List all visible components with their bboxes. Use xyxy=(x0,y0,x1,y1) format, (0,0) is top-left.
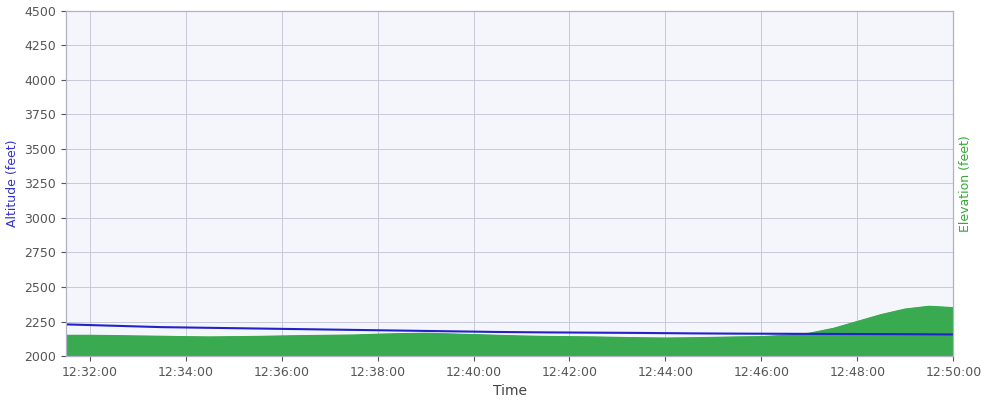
X-axis label: Time: Time xyxy=(492,385,526,398)
Y-axis label: Altitude (feet): Altitude (feet) xyxy=(6,140,19,227)
Y-axis label: Elevation (feet): Elevation (feet) xyxy=(958,135,971,232)
